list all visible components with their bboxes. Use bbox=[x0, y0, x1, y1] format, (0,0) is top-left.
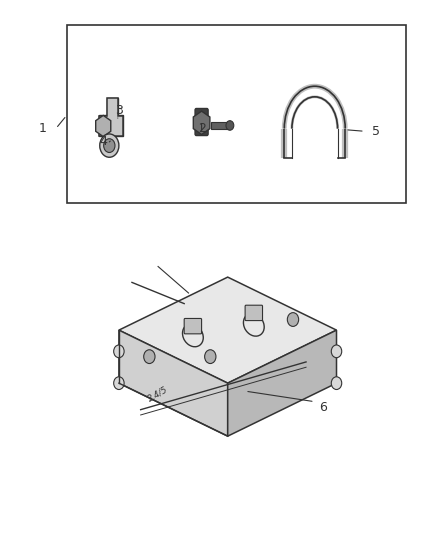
Text: 6: 6 bbox=[319, 400, 327, 414]
Circle shape bbox=[144, 350, 155, 364]
Polygon shape bbox=[99, 98, 123, 135]
FancyBboxPatch shape bbox=[211, 122, 229, 128]
Circle shape bbox=[114, 377, 124, 390]
FancyBboxPatch shape bbox=[195, 109, 208, 135]
Polygon shape bbox=[95, 115, 111, 136]
Text: 2.4/5: 2.4/5 bbox=[146, 384, 170, 403]
Circle shape bbox=[226, 120, 234, 130]
FancyBboxPatch shape bbox=[107, 98, 117, 116]
Polygon shape bbox=[119, 277, 336, 383]
Polygon shape bbox=[193, 111, 210, 134]
Circle shape bbox=[205, 350, 216, 364]
Text: 2: 2 bbox=[198, 122, 205, 135]
Circle shape bbox=[104, 139, 115, 152]
FancyBboxPatch shape bbox=[107, 116, 117, 135]
FancyBboxPatch shape bbox=[245, 305, 262, 320]
Circle shape bbox=[287, 313, 299, 326]
Circle shape bbox=[331, 345, 342, 358]
Polygon shape bbox=[228, 330, 336, 436]
Circle shape bbox=[100, 134, 119, 157]
Text: 3: 3 bbox=[115, 103, 123, 117]
Polygon shape bbox=[119, 330, 228, 436]
Text: 1: 1 bbox=[39, 122, 47, 135]
Text: 4: 4 bbox=[100, 135, 108, 148]
Text: 5: 5 bbox=[372, 125, 380, 138]
FancyBboxPatch shape bbox=[184, 318, 201, 334]
Bar bbox=[67, 25, 406, 203]
FancyBboxPatch shape bbox=[99, 115, 123, 135]
Circle shape bbox=[331, 377, 342, 390]
Circle shape bbox=[114, 345, 124, 358]
